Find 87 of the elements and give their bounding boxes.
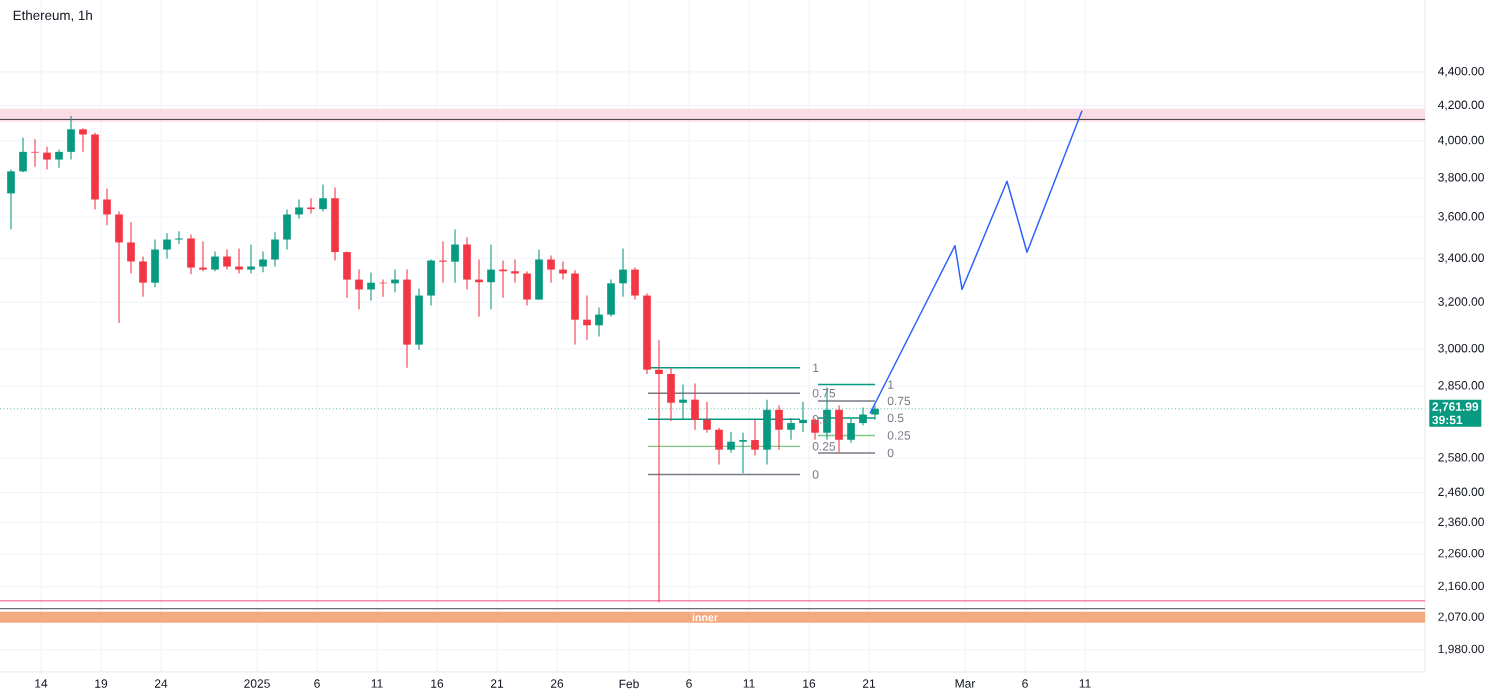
candlestick: [739, 432, 747, 474]
candlestick: [295, 198, 303, 220]
y-tick-label: 3,800.00: [1438, 173, 1484, 183]
y-tick-label: 2,160.00: [1438, 581, 1484, 592]
candlestick: [247, 243, 255, 275]
band-label: inner: [692, 613, 718, 622]
x-tick-label: 6: [686, 679, 692, 688]
candlestick: [487, 243, 495, 311]
x-tick-label: 21: [862, 679, 876, 688]
x-tick-label: 2025: [244, 679, 270, 688]
candlestick: [259, 250, 267, 273]
annotation: 0.25: [812, 442, 836, 451]
y-tick-label: 3,200.00: [1438, 297, 1484, 308]
x-tick-label: Feb: [619, 679, 639, 689]
candlestick: [511, 258, 519, 284]
candlestick: [103, 188, 111, 226]
candlestick: [67, 115, 75, 161]
x-tick-label: 14: [35, 679, 48, 688]
x-tick-label: 16: [803, 679, 816, 688]
candlestick: [211, 250, 219, 272]
candlestick: [691, 383, 699, 431]
annotation: 0: [812, 470, 819, 479]
candlestick: [655, 339, 663, 604]
candlestick: [307, 197, 315, 215]
annotation: 0.25: [887, 431, 911, 440]
x-tick-label: 11: [371, 679, 383, 688]
candlestick: [703, 401, 711, 434]
text: 39:51: [1432, 415, 1463, 425]
candlestick: [271, 231, 279, 268]
candlestick: [367, 272, 375, 301]
annotation: 1: [888, 380, 894, 389]
candlestick: [751, 419, 759, 457]
x-tick-label: 16: [431, 679, 444, 688]
candlestick: [727, 431, 735, 454]
x-tick-label: 24: [154, 679, 168, 688]
candlestick: [163, 232, 171, 259]
candlestick: [175, 230, 183, 245]
candlestick: [439, 241, 447, 284]
annotation: 0: [887, 448, 894, 458]
x-tick-label: 6: [314, 679, 320, 688]
candlestick: [79, 127, 87, 153]
y-tick-label: 4,400.00: [1437, 66, 1484, 77]
candlestick: [55, 148, 63, 169]
y-tick-label: 2,580.00: [1438, 453, 1484, 464]
y-tick-label: 3,400.00: [1438, 253, 1484, 264]
candlestick: [583, 294, 591, 341]
y-tick-label: 2,260.00: [1438, 548, 1484, 559]
x-tick-label: 11: [743, 679, 755, 688]
candlestick: [451, 228, 459, 284]
x-tick-label: Mar: [955, 679, 976, 688]
candlestick: [139, 255, 147, 298]
candlestick: [127, 221, 135, 275]
candlestick: [235, 247, 243, 275]
y-tick-label: 2,360.00: [1438, 517, 1484, 528]
y-tick-label: 3,600.00: [1438, 212, 1484, 223]
y-tick-label: 2,460.00: [1438, 487, 1484, 498]
line-series: [869, 109, 1083, 415]
y-tick-label: 4,200.00: [1437, 100, 1484, 111]
y-tick-label: 1,980.00: [1438, 644, 1484, 655]
candlestick: [31, 138, 39, 168]
candlestick: [7, 168, 15, 230]
annotation: 0.5: [887, 413, 904, 423]
annotation: 0.5: [812, 415, 829, 424]
ref-line-label: 2,761.99: [1432, 402, 1479, 413]
x-tick-label: 11: [1079, 679, 1091, 688]
y-tick-label: 2,070.00: [1438, 612, 1484, 623]
candlestick: [43, 146, 51, 171]
candlestick: [715, 427, 723, 466]
text: Ethereum, 1h: [13, 10, 92, 22]
annotation: 1: [813, 363, 819, 372]
y-tick-label: 4,000.00: [1437, 135, 1484, 146]
candlestick: [619, 247, 627, 298]
candlestick: [355, 269, 363, 311]
candlestick: [223, 248, 231, 271]
candlestick: [775, 404, 783, 451]
annotation: 0.75: [887, 396, 911, 406]
y-tick-label: 2,850.00: [1438, 381, 1484, 391]
x-tick-label: 19: [95, 679, 108, 688]
x-tick-label: 21: [490, 679, 504, 688]
candlestick: [199, 241, 207, 272]
candlestick: [547, 254, 555, 284]
candlestick: [19, 137, 27, 173]
candlestick: [595, 306, 603, 338]
x-tick-label: 6: [1022, 679, 1028, 688]
x-tick-label: 26: [550, 679, 564, 688]
y-tick-label: 3,000.00: [1438, 343, 1484, 354]
candlestick: [319, 183, 327, 213]
